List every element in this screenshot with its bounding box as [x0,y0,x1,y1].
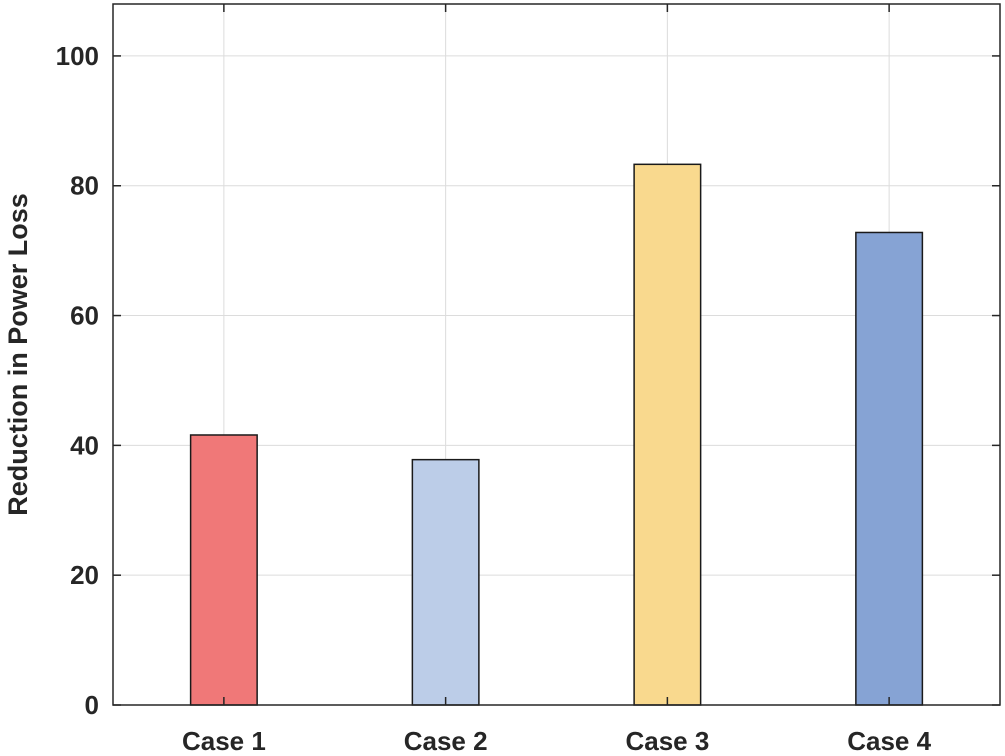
y-tick-label: 20 [70,560,99,590]
y-tick-label: 40 [70,430,99,460]
bar-case-3 [633,163,702,706]
y-tick-label: 0 [85,690,99,720]
y-tick-label: 80 [70,171,99,201]
x-tick-label: Case 4 [847,726,931,756]
y-tick-label: 100 [56,41,99,71]
y-tick-label: 60 [70,301,99,331]
axis-ticks [113,4,1000,706]
x-tick-label: Case 3 [625,726,709,756]
x-tick-label: Case 1 [182,726,266,756]
bar-case-2 [411,458,480,706]
bar-case-1 [189,434,258,706]
x-tick-label: Case 2 [404,726,488,756]
plot-frame [112,3,1001,706]
bars [189,163,924,706]
bar-case-4 [855,231,924,706]
y-axis-label: Reduction in Power Loss [3,193,33,516]
tick-labels: 0 20 40 60 80 100 Case 1 Case 2 Case 3 Case 4 [56,41,932,756]
